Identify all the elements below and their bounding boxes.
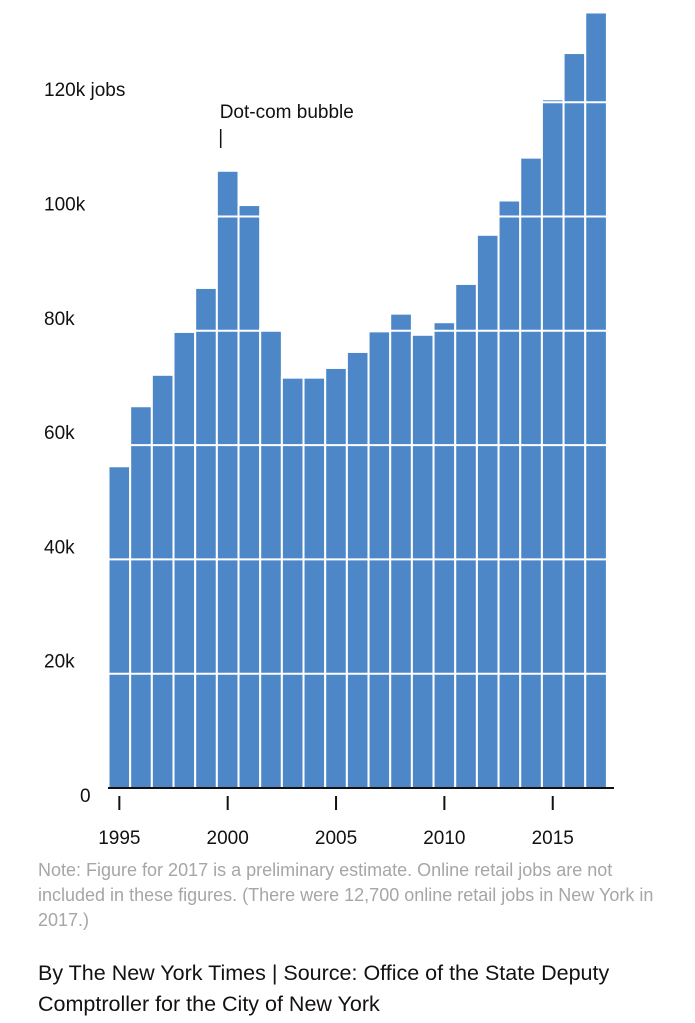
x-tick-label: 2005 [315,828,357,849]
bar-2012 [475,233,500,790]
x-tick-label: 2015 [532,828,574,849]
bar-2014 [519,156,543,789]
bar-2005 [324,366,348,789]
y-tick-label: 80k [44,309,75,330]
annotation-group: Dot-com bubble [220,102,354,148]
bar-2013 [497,199,522,789]
y-tick-label: 60k [44,423,75,444]
chart-credit: By The New York Times | Source: Office o… [38,961,610,1016]
bar-2004 [302,376,327,789]
bar-2001 [237,204,262,789]
bar-2011 [454,282,478,789]
bar-2000 [215,169,240,789]
y-tick-label: 120k jobs [44,80,125,101]
x-tick-label: 2000 [207,828,249,849]
bar-2006 [345,350,370,789]
y-tick-label: 40k [44,537,75,558]
bar-1995 [107,465,132,789]
y-tick-label: 20k [44,652,75,673]
bar-2015 [540,98,565,789]
y-ticks-group: 0 20k 40k 60k 80k 100k 120k jobs [44,80,125,807]
bar-2016 [562,52,587,790]
y-tick-label: 100k [44,195,86,216]
bar-2003 [280,376,305,789]
bar-2009 [410,333,435,789]
bar-2010 [432,321,457,789]
bar-2017 [584,11,608,790]
x-tick-label: 1995 [98,828,140,849]
bar-1999 [194,286,218,789]
x-ticks-group: 1995 2000 2005 2010 2015 [98,796,574,849]
annotation-label: Dot-com bubble [220,102,354,123]
bar-1996 [129,405,153,789]
bar-chart: 1995 2000 2005 2010 2015 0 20k 40k 60k 80k 100k 12… [44,11,614,849]
bar-1997 [150,373,175,789]
bars-group [107,11,608,790]
y-tick-label: 0 [80,786,91,807]
chart-note: Note: Figure for 2017 is a preliminary e… [38,860,654,930]
bar-2008 [389,312,413,789]
gridlines-group [108,101,610,675]
x-tick-label: 2010 [423,828,465,849]
